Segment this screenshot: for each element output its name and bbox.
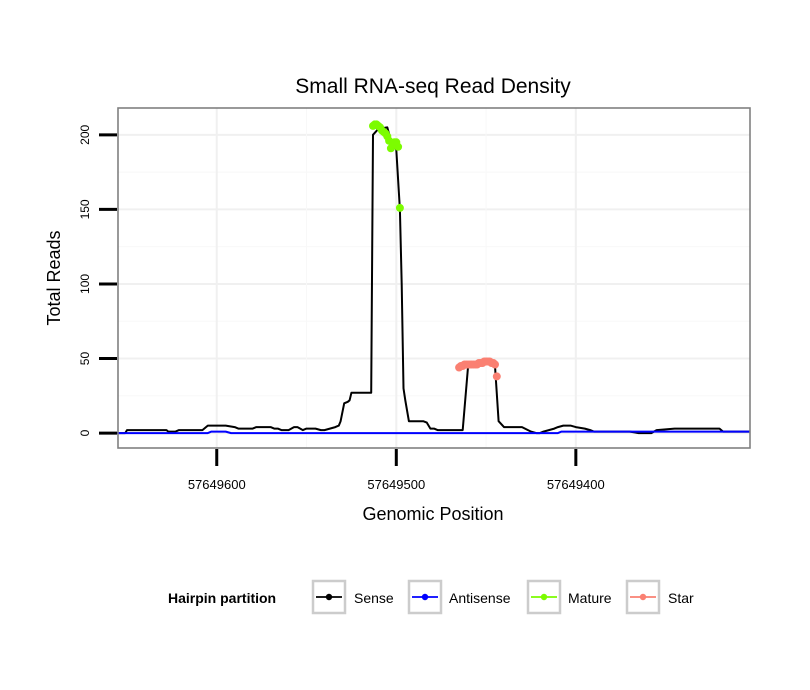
legend-label-sense: Sense xyxy=(354,590,394,606)
series-line-antisense xyxy=(116,430,750,435)
point-mature xyxy=(395,203,404,212)
legend-dot-star xyxy=(639,593,647,601)
legend-dot-sense xyxy=(325,593,333,601)
series-sense xyxy=(116,126,750,435)
point-star xyxy=(491,360,499,369)
legend-item-mature: Mature xyxy=(526,579,612,615)
y-axis: 0 50 100 150 200 xyxy=(78,125,117,436)
legend-label-mature: Mature xyxy=(568,590,612,606)
legend-label-star: Star xyxy=(668,590,694,606)
x-axis-label: Genomic Position xyxy=(362,504,503,524)
y-axis-label: Total Reads xyxy=(44,230,64,325)
legend-item-sense: Sense xyxy=(311,579,394,615)
series-line-sense xyxy=(116,126,750,435)
legend-label-antisense: Antisense xyxy=(449,590,511,606)
series-star xyxy=(455,357,501,381)
plot-panel-border xyxy=(117,107,751,449)
x-tick-label: 57649500 xyxy=(367,477,425,492)
x-axis: 57649600 57649500 57649400 xyxy=(188,449,605,492)
x-tick-label: 57649400 xyxy=(547,477,605,492)
y-tick-label: 200 xyxy=(78,125,92,145)
y-tick-label: 0 xyxy=(78,429,92,436)
x-tick-label: 57649600 xyxy=(188,477,246,492)
legend-item-antisense: Antisense xyxy=(407,579,511,615)
point-star xyxy=(492,372,501,381)
legend: Hairpin partition Sense Antisense Mature… xyxy=(168,579,694,615)
point-mature xyxy=(394,142,403,151)
y-tick-label: 100 xyxy=(78,274,92,294)
y-tick-label: 150 xyxy=(78,199,92,219)
series-mature xyxy=(369,120,404,212)
legend-item-star: Star xyxy=(625,579,694,615)
chart-title: Small RNA-seq Read Density xyxy=(295,75,571,98)
y-tick-label: 50 xyxy=(78,352,92,366)
legend-title: Hairpin partition xyxy=(168,590,276,606)
legend-dot-mature xyxy=(540,593,548,601)
series-antisense xyxy=(116,430,750,435)
series-layer xyxy=(116,120,750,435)
legend-dot-antisense xyxy=(421,593,429,601)
